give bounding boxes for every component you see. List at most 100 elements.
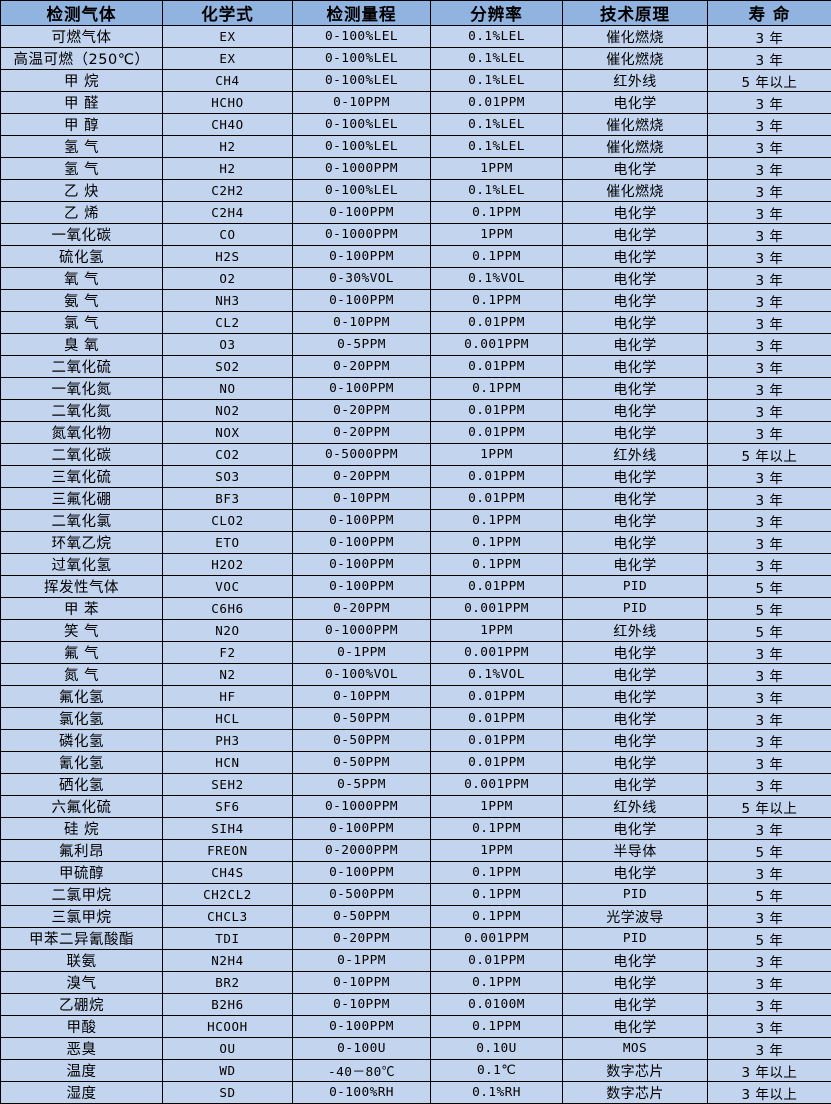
cell-range: 0-20PPM — [293, 422, 431, 444]
cell-formula: C2H2 — [163, 180, 293, 202]
cell-life: 3 年 — [708, 994, 831, 1016]
cell-principle: 催化燃烧 — [563, 180, 708, 202]
cell-range: 0-5PPM — [293, 334, 431, 356]
cell-life: 3 年 — [708, 532, 831, 554]
cell-resolution: 0.001PPM — [431, 642, 563, 664]
cell-gas-name: 过氧化氢 — [1, 554, 163, 576]
cell-formula: HCHO — [163, 92, 293, 114]
cell-gas-name: 一氧化碳 — [1, 224, 163, 246]
cell-principle: 催化燃烧 — [563, 48, 708, 70]
cell-gas-name: 甲硫醇 — [1, 862, 163, 884]
cell-life: 3 年 — [708, 752, 831, 774]
cell-formula: CL2 — [163, 312, 293, 334]
cell-range: 0-20PPM — [293, 356, 431, 378]
cell-formula: C2H4 — [163, 202, 293, 224]
cell-gas-name: 硅 烷 — [1, 818, 163, 840]
cell-resolution: 0.1%LEL — [431, 136, 563, 158]
cell-resolution: 0.1PPM — [431, 246, 563, 268]
cell-principle: MOS — [563, 1038, 708, 1060]
cell-range: 0-20PPM — [293, 928, 431, 950]
cell-principle: 催化燃烧 — [563, 26, 708, 48]
cell-range: 0-1PPM — [293, 642, 431, 664]
cell-gas-name: 湿度 — [1, 1082, 163, 1104]
cell-gas-name: 笑 气 — [1, 620, 163, 642]
cell-range: 0-20PPM — [293, 598, 431, 620]
cell-formula: C6H6 — [163, 598, 293, 620]
cell-resolution: 0.1%LEL — [431, 114, 563, 136]
cell-life: 3 年 — [708, 862, 831, 884]
cell-principle: 电化学 — [563, 202, 708, 224]
cell-formula: N2 — [163, 664, 293, 686]
header-row: 检测气体 化学式 检测量程 分辨率 技术原理 寿 命 — [1, 1, 831, 26]
cell-life: 3 年 — [708, 48, 831, 70]
cell-life: 3 年 — [708, 774, 831, 796]
cell-resolution: 0.1PPM — [431, 818, 563, 840]
cell-resolution: 0.001PPM — [431, 774, 563, 796]
cell-gas-name: 氰化氢 — [1, 752, 163, 774]
cell-life: 5 年 — [708, 840, 831, 862]
cell-gas-name: 六氟化硫 — [1, 796, 163, 818]
cell-range: 0-100PPM — [293, 510, 431, 532]
cell-principle: 电化学 — [563, 708, 708, 730]
cell-gas-name: 挥发性气体 — [1, 576, 163, 598]
cell-range: 0-10PPM — [293, 972, 431, 994]
cell-principle: 电化学 — [563, 686, 708, 708]
cell-life: 3 年 — [708, 906, 831, 928]
cell-resolution: 0.1℃ — [431, 1060, 563, 1082]
cell-range: 0-100PPM — [293, 378, 431, 400]
cell-principle: 电化学 — [563, 510, 708, 532]
cell-range: 0-100%LEL — [293, 136, 431, 158]
cell-principle: 电化学 — [563, 994, 708, 1016]
cell-gas-name: 二氧化氯 — [1, 510, 163, 532]
cell-range: 0-100%VOL — [293, 664, 431, 686]
cell-life: 3 年 — [708, 92, 831, 114]
cell-resolution: 0.01PPM — [431, 950, 563, 972]
cell-formula: NO2 — [163, 400, 293, 422]
cell-gas-name: 联氨 — [1, 950, 163, 972]
cell-formula: H2S — [163, 246, 293, 268]
cell-gas-name: 甲 醇 — [1, 114, 163, 136]
cell-range: 0-10PPM — [293, 92, 431, 114]
cell-resolution: 0.01PPM — [431, 356, 563, 378]
cell-principle: 电化学 — [563, 862, 708, 884]
cell-formula: CLO2 — [163, 510, 293, 532]
cell-resolution: 1PPM — [431, 840, 563, 862]
cell-resolution: 0.1PPM — [431, 510, 563, 532]
column-header-range: 检测量程 — [293, 1, 431, 26]
cell-resolution: 0.01PPM — [431, 400, 563, 422]
column-header-resolution: 分辨率 — [431, 1, 563, 26]
cell-life: 3 年 — [708, 26, 831, 48]
cell-gas-name: 高温可燃（250℃） — [1, 48, 163, 70]
cell-resolution: 0.1PPM — [431, 1016, 563, 1038]
cell-range: 0-100%RH — [293, 1082, 431, 1104]
cell-range: 0-1PPM — [293, 950, 431, 972]
cell-principle: 电化学 — [563, 290, 708, 312]
cell-formula: WD — [163, 1060, 293, 1082]
cell-gas-name: 恶臭 — [1, 1038, 163, 1060]
cell-range: 0-100PPM — [293, 290, 431, 312]
cell-formula: CH4O — [163, 114, 293, 136]
cell-gas-name: 氮氧化物 — [1, 422, 163, 444]
cell-range: 0-50PPM — [293, 906, 431, 928]
cell-range: 0-100%LEL — [293, 26, 431, 48]
cell-formula: HCN — [163, 752, 293, 774]
cell-life: 3 年 — [708, 268, 831, 290]
cell-formula: O2 — [163, 268, 293, 290]
cell-life: 3 年 — [708, 642, 831, 664]
cell-principle: 电化学 — [563, 752, 708, 774]
